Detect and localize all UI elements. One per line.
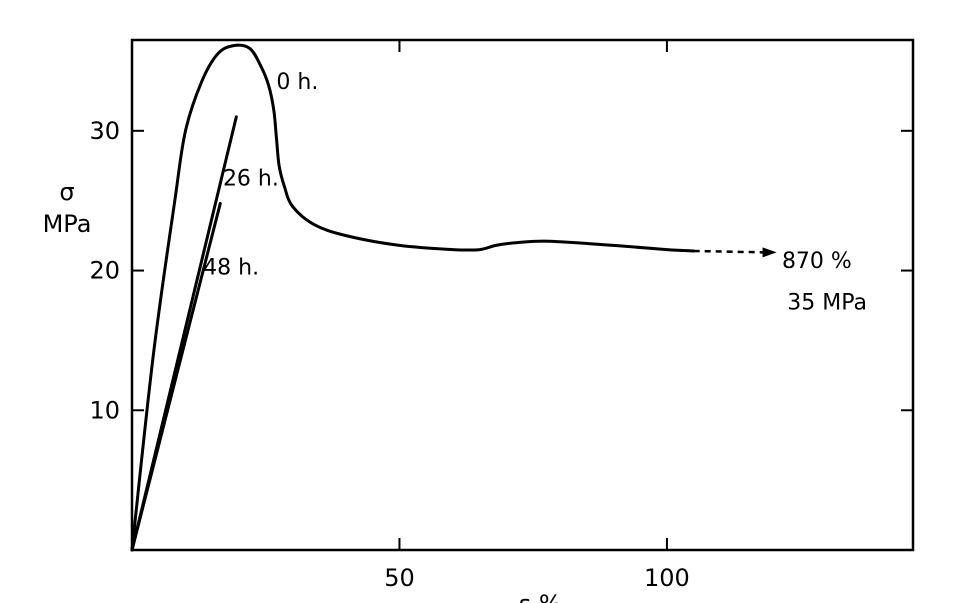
series-line-0 bbox=[130, 43, 696, 552]
y-tick-label: 20 bbox=[89, 257, 120, 285]
curve-annotation: 0 h. bbox=[276, 70, 318, 95]
extension-arrowhead bbox=[762, 247, 777, 258]
x-tick-label: 100 bbox=[644, 564, 690, 592]
series-layer bbox=[130, 43, 777, 552]
x-tick-label: 50 bbox=[384, 564, 415, 592]
curve-annotation: 26 h. bbox=[223, 166, 279, 191]
ticks-layer: 50 100 10 20 30 bbox=[89, 40, 913, 592]
y-axis-label-unit: MPa bbox=[43, 210, 92, 238]
curve-annotation: 870 % bbox=[782, 249, 852, 274]
curve-annotation: 48 h. bbox=[203, 256, 259, 281]
y-tick-label: 30 bbox=[89, 117, 120, 145]
y-tick-label: 10 bbox=[89, 396, 120, 424]
x-axis-label: ε % bbox=[518, 590, 561, 603]
y-axis-label-symbol: σ bbox=[59, 178, 74, 206]
annotations-layer: 0 h. 26 h. 48 h. 870 % 35 MPa bbox=[203, 70, 867, 316]
curve-annotation: 35 MPa bbox=[787, 291, 867, 316]
plot-frame bbox=[130, 38, 915, 552]
series-line-2 bbox=[130, 201, 222, 552]
extension-dashed-line bbox=[693, 249, 767, 254]
